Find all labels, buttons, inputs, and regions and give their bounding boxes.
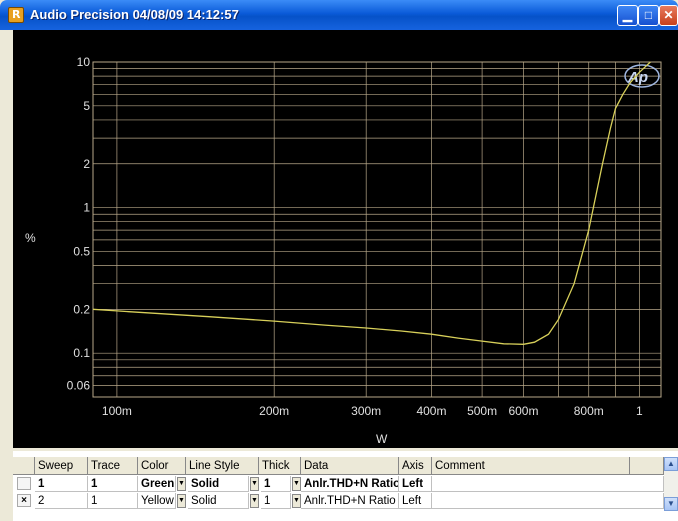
trace-table: Sweep Trace Color Line Style Thick Data … xyxy=(13,451,678,521)
cell-thick[interactable]: 1 xyxy=(261,476,291,492)
thick-dropdown-icon[interactable]: ▼ xyxy=(292,477,301,491)
y-tick-label: 0.2 xyxy=(73,302,90,316)
row-checkbox[interactable] xyxy=(17,477,31,490)
ap-logo: Ap xyxy=(624,64,660,88)
series-group xyxy=(92,61,651,345)
cell-color[interactable]: Yellow xyxy=(138,493,176,509)
x-tick-label: 400m xyxy=(416,404,446,418)
x-tick-label: 600m xyxy=(508,404,538,418)
cell-line-style[interactable]: Solid xyxy=(188,476,249,492)
series-line xyxy=(92,61,651,345)
y-tick-label: 5 xyxy=(83,99,90,113)
cell-color[interactable]: Green xyxy=(138,476,176,492)
header-thick[interactable]: Thick xyxy=(259,457,301,475)
line-style-dropdown-icon[interactable]: ▼ xyxy=(250,494,259,508)
header-line-style[interactable]: Line Style xyxy=(186,457,259,475)
close-icon: ✕ xyxy=(663,8,674,22)
header-filler xyxy=(630,457,664,475)
scroll-down-icon[interactable]: ▼ xyxy=(664,497,678,511)
y-tick-label: 0.5 xyxy=(73,244,90,258)
cell-axis[interactable]: Left xyxy=(399,476,432,492)
cell-trace[interactable]: 1 xyxy=(88,476,138,492)
x-tick-label: 300m xyxy=(351,404,381,418)
header-trace[interactable]: Trace xyxy=(88,457,138,475)
color-dropdown-icon[interactable]: ▼ xyxy=(177,494,186,508)
ap-logo-text: Ap xyxy=(627,69,648,86)
vertical-scrollbar[interactable]: ▲ ▼ xyxy=(664,457,678,511)
x-tick-label: 200m xyxy=(259,404,289,418)
line-style-dropdown-icon[interactable]: ▼ xyxy=(250,477,259,491)
x-tick-label: 800m xyxy=(574,404,604,418)
header-sweep[interactable]: Sweep xyxy=(35,457,88,475)
header-color[interactable]: Color xyxy=(138,457,186,475)
minimize-button[interactable]: ▁ xyxy=(617,5,638,26)
header-data[interactable]: Data xyxy=(301,457,399,475)
maximize-icon: □ xyxy=(644,8,653,22)
y-axis-label: % xyxy=(25,231,36,245)
grid xyxy=(92,61,662,398)
x-tick-label: 500m xyxy=(467,404,497,418)
scroll-up-icon[interactable]: ▲ xyxy=(664,457,678,471)
cell-data[interactable]: Anlr.THD+N Ratio xyxy=(301,476,399,492)
cell-comment[interactable] xyxy=(432,493,664,509)
title-bar[interactable]: R Audio Precision 04/08/09 14:12:57 ▁ □ … xyxy=(0,0,678,30)
minimize-icon: ▁ xyxy=(622,8,633,22)
thd-chart: 10 5 2 1 0.5 0.2 0.1 0.06 100m 200m 300m 400m 500m 6… xyxy=(25,55,662,446)
close-button[interactable]: ✕ xyxy=(659,5,678,26)
y-tick-label: 10 xyxy=(77,55,91,69)
header-comment[interactable]: Comment xyxy=(432,457,630,475)
cell-comment[interactable] xyxy=(432,476,664,492)
thick-dropdown-icon[interactable]: ▼ xyxy=(292,494,301,508)
graph-panel: 10 5 2 1 0.5 0.2 0.1 0.06 100m 200m 300m 400m 500m 6… xyxy=(13,30,678,448)
color-dropdown-icon[interactable]: ▼ xyxy=(177,477,186,491)
header-axis[interactable]: Axis xyxy=(399,457,432,475)
cell-data[interactable]: Anlr.THD+N Ratio xyxy=(301,493,399,509)
plot-frame xyxy=(92,61,662,398)
cell-line-style[interactable]: Solid xyxy=(188,493,249,509)
cell-sweep[interactable]: 1 xyxy=(35,476,88,492)
cell-thick[interactable]: 1 xyxy=(261,493,291,509)
header-corner xyxy=(13,457,35,475)
y-tick-label: 0.06 xyxy=(67,378,91,392)
y-tick-label: 1 xyxy=(83,201,90,215)
x-axis-ticks: 100m 200m 300m 400m 500m 600m 800m 1 xyxy=(102,404,643,418)
window-title: Audio Precision 04/08/09 14:12:57 xyxy=(30,7,239,22)
maximize-button[interactable]: □ xyxy=(638,5,659,26)
cell-sweep[interactable]: 2 xyxy=(35,493,88,509)
row-checkbox[interactable]: × xyxy=(17,494,31,507)
x-tick-label: 1 xyxy=(636,404,643,418)
y-tick-label: 0.1 xyxy=(73,346,90,360)
x-axis-label: W xyxy=(376,432,388,446)
y-tick-label: 2 xyxy=(83,157,90,171)
cell-axis[interactable]: Left xyxy=(399,493,432,509)
app-icon[interactable]: R xyxy=(8,7,24,23)
x-tick-label: 100m xyxy=(102,404,132,418)
cell-trace[interactable]: 1 xyxy=(88,493,138,509)
y-axis-ticks: 10 5 2 1 0.5 0.2 0.1 0.06 xyxy=(67,55,91,392)
